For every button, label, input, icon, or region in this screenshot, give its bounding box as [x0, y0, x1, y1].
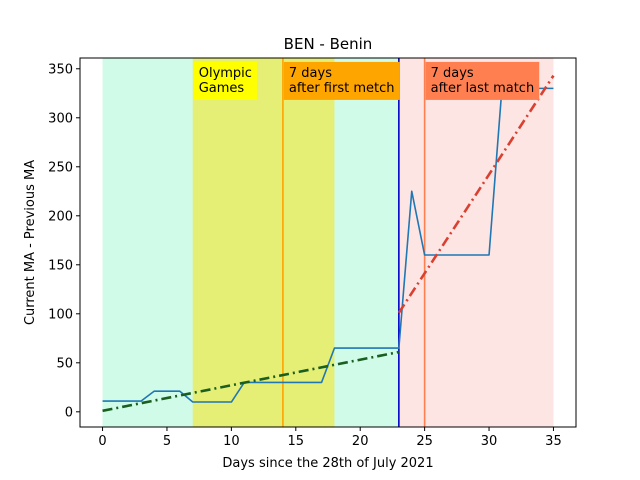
- event-lines: [282, 58, 426, 427]
- y-tick-label-0: 0: [65, 405, 73, 420]
- annotation-line-2-1: after last match: [431, 81, 535, 96]
- series-line-0: [102, 87, 554, 403]
- annotation-line-1-1: after first metch: [289, 81, 395, 96]
- y-axis-ticks: 0 50 100 150 200 250 300 350: [48, 62, 80, 420]
- annotation-box-0: [193, 61, 257, 100]
- annotation-text-0: Olympic Games: [199, 66, 252, 96]
- annotation-box-1: [283, 61, 400, 100]
- y-axis-label: Current MA - Previous MA: [23, 160, 38, 325]
- trend-line-1: [397, 74, 555, 314]
- y-tick-label-1: 50: [56, 356, 73, 371]
- x-tick-label-6: 30: [481, 434, 498, 449]
- annotation-line-0-0: Olympic: [199, 66, 252, 81]
- shaded-region-1: [192, 58, 335, 427]
- annotation-1: 7 days after first metch: [283, 61, 400, 100]
- annotation-line-1-0: 7 days: [289, 66, 332, 81]
- annotation-line-2-0: 7 days: [431, 66, 474, 81]
- x-axis-ticks: 0 5 10 15 20 25 30 35: [98, 427, 562, 449]
- y-tick-label-2: 100: [48, 307, 73, 322]
- x-tick-label-0: 0: [98, 434, 106, 449]
- x-tick-label-2: 10: [223, 434, 240, 449]
- y-tick-label-4: 200: [48, 209, 73, 224]
- y-tick-label-6: 300: [48, 111, 73, 126]
- y-tick-label-5: 250: [48, 160, 73, 175]
- annotation-line-0-1: Games: [199, 81, 245, 96]
- shaded-regions: [102, 58, 554, 427]
- data-series: [102, 87, 554, 403]
- y-tick-label-3: 150: [48, 258, 73, 273]
- annotation-text-1: 7 days after first metch: [289, 66, 395, 96]
- x-tick-label-1: 5: [163, 434, 171, 449]
- trend-lines: [102, 74, 555, 413]
- x-axis-label: Days since the 28th of July 2021: [222, 456, 433, 471]
- x-tick-label-4: 20: [352, 434, 369, 449]
- annotation-text-2: 7 days after last match: [431, 66, 535, 96]
- y-tick-label-7: 350: [48, 62, 73, 77]
- chart-title: BEN - Benin: [284, 35, 373, 53]
- annotation-box-2: [425, 61, 540, 100]
- x-tick-label-5: 25: [416, 434, 433, 449]
- plot-frame: [79, 57, 577, 428]
- x-tick-label-3: 15: [288, 434, 305, 449]
- annotation-0: Olympic Games: [193, 61, 257, 100]
- annotation-2: 7 days after last match: [425, 61, 540, 100]
- x-tick-label-7: 35: [545, 434, 562, 449]
